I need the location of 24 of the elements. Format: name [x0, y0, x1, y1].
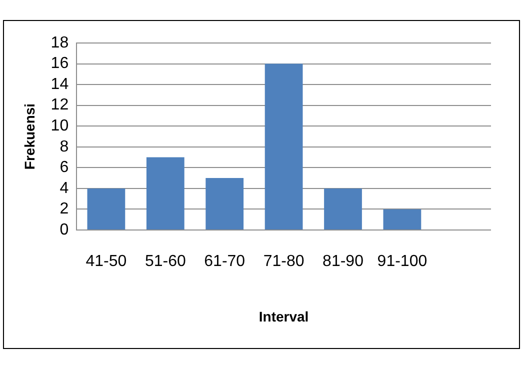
y-tick-label: 4 — [60, 180, 69, 197]
bar — [206, 178, 244, 230]
bar — [264, 64, 303, 230]
bar — [146, 157, 184, 230]
x-tick-label: 61-70 — [204, 253, 246, 270]
y-tick-label: 10 — [50, 118, 69, 135]
y-tick-label: 2 — [60, 200, 69, 218]
x-tick-label: 41-50 — [86, 253, 127, 270]
x-tick-label: 51-60 — [144, 253, 186, 270]
bar — [324, 188, 362, 230]
y-tick-label: 8 — [60, 138, 69, 156]
bar — [87, 188, 126, 230]
x-tick-label: 91-100 — [377, 253, 428, 270]
x-axis-title: Interval — [258, 308, 309, 324]
y-tick-label: 16 — [50, 55, 69, 72]
x-tick-label: 71-80 — [263, 253, 304, 270]
y-tick-label: 14 — [50, 76, 69, 93]
x-tick-label: 81-90 — [322, 253, 364, 270]
y-axis-title: Frekuensi — [21, 103, 38, 170]
y-tick-label: 0 — [60, 221, 69, 238]
y-tick-label: 12 — [50, 96, 69, 114]
y-tick-label: 6 — [60, 159, 69, 176]
y-tick-label: 18 — [50, 34, 69, 52]
bar — [383, 209, 422, 230]
